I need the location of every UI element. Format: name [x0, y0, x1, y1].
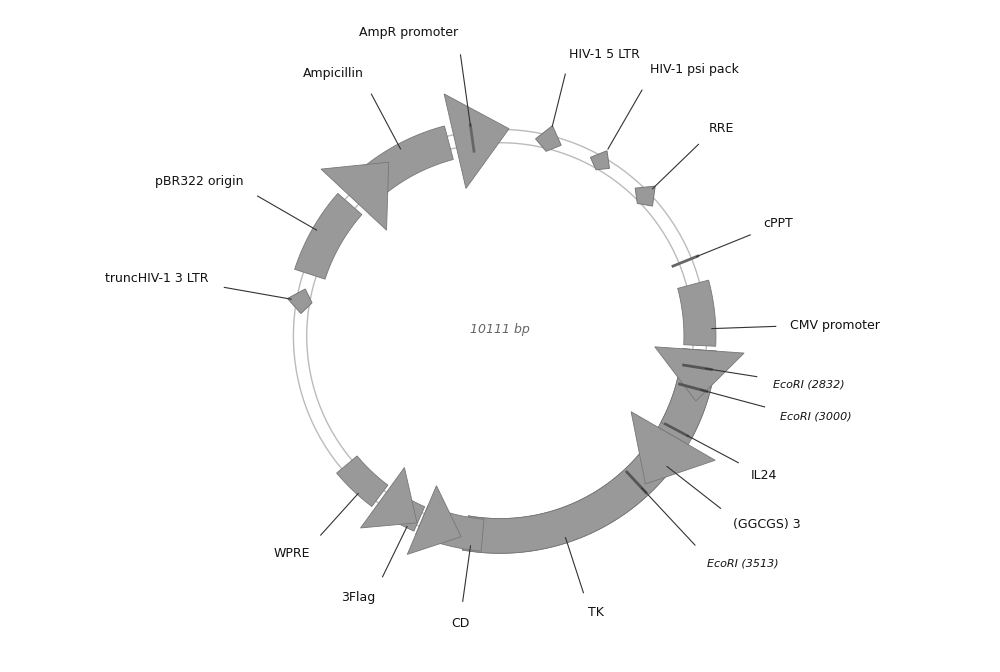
Text: IL24: IL24 — [751, 469, 777, 482]
Polygon shape — [678, 280, 716, 346]
Polygon shape — [635, 186, 655, 206]
Text: HIV-1 psi pack: HIV-1 psi pack — [650, 63, 739, 77]
Text: EcoRI (3000): EcoRI (3000) — [780, 411, 852, 421]
Polygon shape — [378, 489, 425, 531]
Text: 3Flag: 3Flag — [341, 591, 376, 604]
Polygon shape — [416, 505, 484, 551]
Polygon shape — [462, 427, 688, 553]
Text: 10111 bp: 10111 bp — [470, 323, 530, 336]
Polygon shape — [631, 412, 715, 484]
Text: TK: TK — [588, 606, 604, 619]
Polygon shape — [661, 349, 717, 439]
Polygon shape — [287, 289, 312, 314]
Polygon shape — [590, 151, 609, 170]
Polygon shape — [407, 486, 461, 554]
Polygon shape — [462, 349, 717, 553]
Text: AmpR promoter: AmpR promoter — [359, 26, 458, 39]
Text: pBR322 origin: pBR322 origin — [155, 175, 244, 188]
Text: HIV-1 5 LTR: HIV-1 5 LTR — [569, 48, 640, 60]
Polygon shape — [444, 94, 509, 188]
Text: EcoRI (3513): EcoRI (3513) — [707, 558, 779, 569]
Text: truncHIV-1 3 LTR: truncHIV-1 3 LTR — [105, 271, 209, 285]
Polygon shape — [321, 162, 389, 230]
Polygon shape — [295, 194, 362, 279]
Polygon shape — [536, 126, 561, 151]
Text: WPRE: WPRE — [274, 547, 310, 560]
Text: CMV promoter: CMV promoter — [790, 319, 880, 333]
Polygon shape — [360, 126, 453, 196]
Text: EcoRI (2832): EcoRI (2832) — [773, 379, 844, 389]
Text: RRE: RRE — [709, 122, 734, 134]
Text: Ampicillin: Ampicillin — [303, 67, 364, 80]
Text: (GGCGS) 3: (GGCGS) 3 — [733, 518, 801, 531]
Polygon shape — [361, 468, 417, 528]
Text: cPPT: cPPT — [763, 216, 793, 230]
Text: CD: CD — [451, 617, 470, 630]
Polygon shape — [655, 347, 744, 401]
Polygon shape — [337, 456, 388, 507]
